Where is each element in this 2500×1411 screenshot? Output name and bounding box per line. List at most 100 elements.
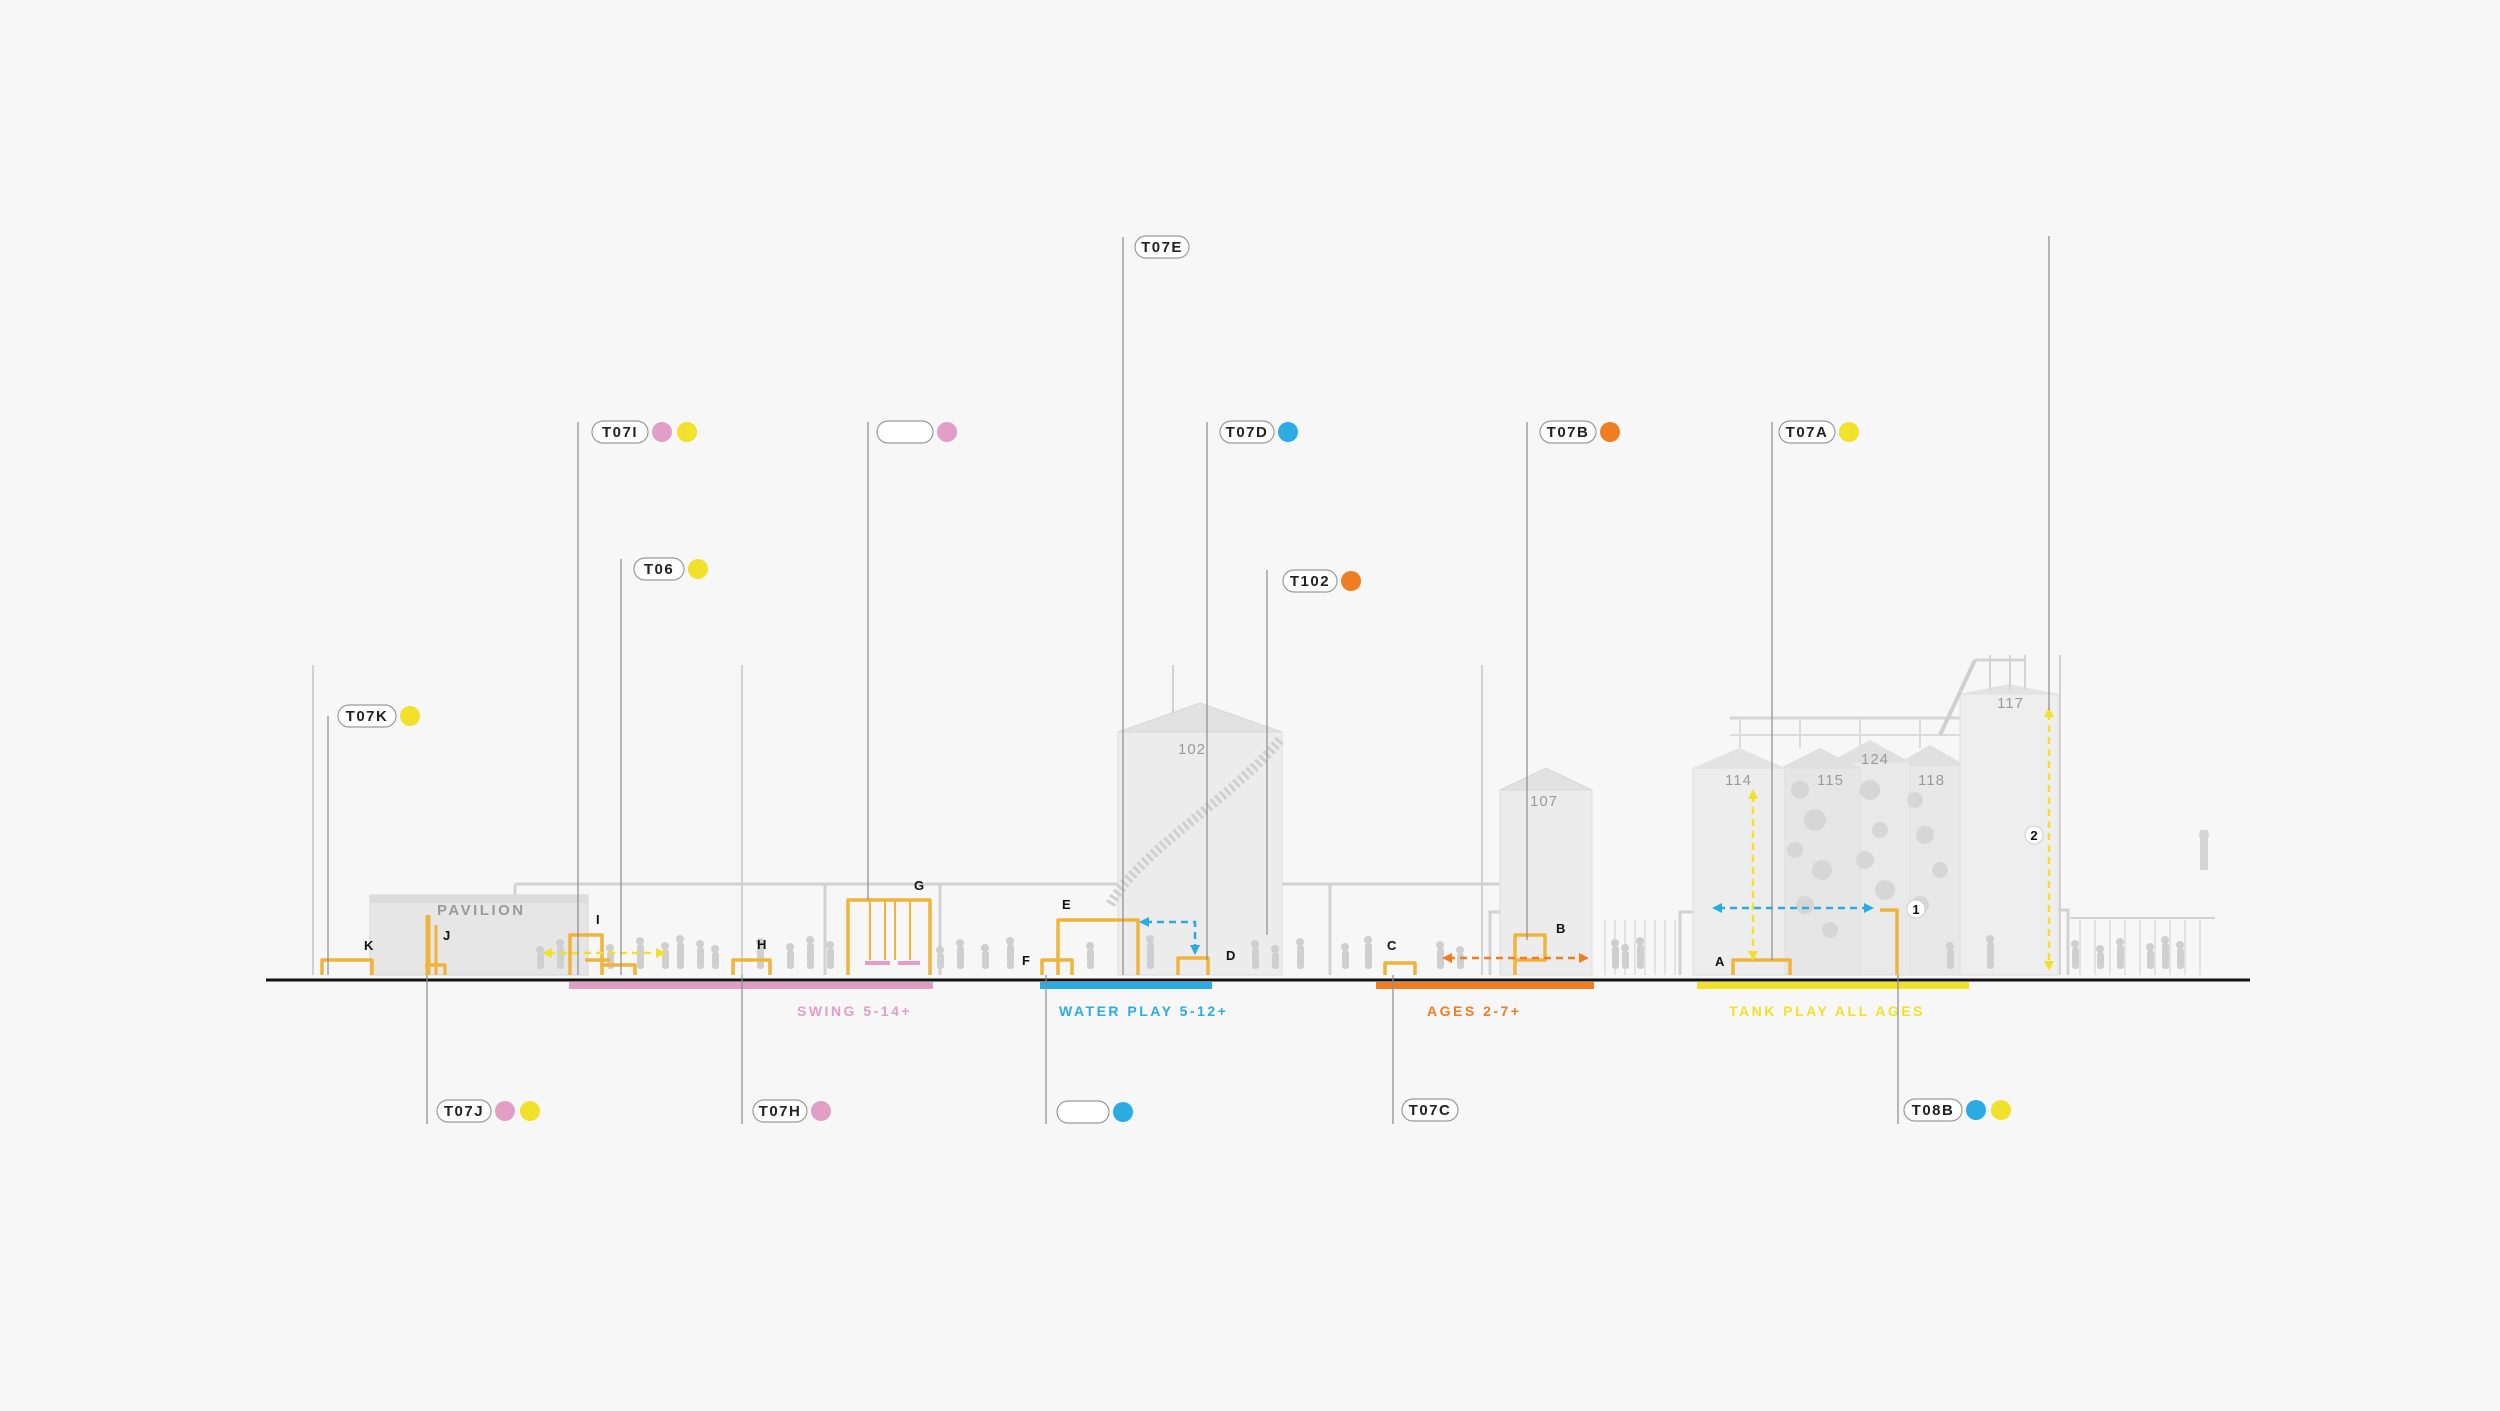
person-head [2071, 940, 2079, 948]
person-head [636, 937, 644, 945]
tag-callouts: T07K T07I T06 T07E T07D T102 T07B T07A T07J T07H T… [337, 235, 2011, 1124]
tag-label: T08B [1912, 1102, 1955, 1119]
letter-j: J [443, 928, 450, 943]
color-dot-pink [652, 422, 672, 442]
person-head [676, 935, 684, 943]
zone-bar-swing [569, 982, 933, 989]
person-head [981, 944, 989, 952]
color-dot-blue [1278, 422, 1298, 442]
person-head [806, 936, 814, 944]
far-right-figure [2199, 830, 2209, 870]
person-head [786, 943, 794, 951]
person-figure [2162, 943, 2169, 969]
tag-label: T07J [444, 1103, 484, 1120]
zone-label-water-play: WATER PLAY 5-12+ [1059, 1003, 1228, 1019]
person-head [661, 942, 669, 950]
tag-t07d: T07D [1219, 420, 1298, 444]
person-head [1296, 938, 1304, 946]
tag-t07j: T07J [436, 1099, 540, 1123]
tag-t07c: T07C [1401, 1098, 1459, 1122]
equipment-b [1513, 933, 1547, 975]
color-dot-yellow [688, 559, 708, 579]
color-dot-orange [1600, 422, 1620, 442]
person-figure [827, 948, 834, 969]
tag-t07e: T07E [1134, 235, 1190, 259]
letter-labels: A B C D E F G H I J K [364, 878, 1725, 969]
person-figure [2072, 947, 2079, 969]
tank-number-117: 117 [1997, 695, 2024, 712]
tank-number-114: 114 [1725, 772, 1752, 789]
person-head [936, 946, 944, 954]
zone-bar-water-play [1040, 982, 1212, 989]
tank-number-102: 102 [1178, 741, 1206, 758]
person-head [1986, 935, 1994, 943]
person-figure [1947, 949, 1954, 969]
person-head [756, 938, 764, 946]
tag-t08b: T08B [1903, 1098, 2011, 1122]
zone-label-swing: SWING 5-14+ [797, 1003, 912, 1019]
arrow-heads [542, 707, 2054, 971]
marker-2: 2 [2030, 828, 2037, 843]
tag-label: T07K [346, 708, 389, 725]
zone-label-tank-play: TANK PLAY ALL AGES [1729, 1003, 1925, 1019]
letter-i: I [596, 912, 600, 927]
person-figure [1297, 945, 1304, 969]
person-figure [1342, 950, 1349, 969]
tank-102: 102 [1105, 702, 1284, 976]
person-figure [712, 952, 719, 969]
people-silhouettes [536, 935, 2184, 969]
person-figure [957, 946, 964, 969]
color-dot-pink [495, 1101, 515, 1121]
person-head [606, 944, 614, 952]
tag-t07h: T07H [752, 1099, 831, 1123]
color-dot-yellow [677, 422, 697, 442]
person-head [1611, 939, 1619, 947]
person-head [1946, 942, 1954, 950]
tag-label: T07I [602, 424, 638, 441]
person-figure [637, 944, 644, 969]
tag-blank-bottom [1056, 1100, 1133, 1124]
pavilion-label: PAVILION [437, 902, 526, 919]
equipment-h [731, 958, 772, 975]
equipment-k [320, 958, 374, 975]
person-head [956, 939, 964, 947]
letter-h: H [757, 937, 766, 952]
person-figure [2097, 952, 2104, 969]
person-figure [537, 953, 544, 969]
person-figure [1437, 948, 1444, 969]
tag-t07b: T07B [1539, 420, 1620, 444]
person-figure [1272, 952, 1279, 969]
tag-t07a: T07A [1778, 420, 1859, 444]
letter-d: D [1226, 948, 1235, 963]
person-figure [677, 942, 684, 969]
zone-labels: SWING 5-14+ WATER PLAY 5-12+ AGES 2-7+ T… [797, 1003, 1925, 1019]
tag-t102: T102 [1282, 569, 1361, 593]
person-head [536, 946, 544, 954]
person-figure [937, 953, 944, 969]
color-dot-blue [1113, 1102, 1133, 1122]
zone-label-ages: AGES 2-7+ [1427, 1003, 1521, 1019]
equipment-c [1383, 961, 1417, 975]
person-figure [757, 945, 764, 969]
person-head [696, 940, 704, 948]
zone-bar-tank-play [1697, 982, 1969, 989]
person-figure [1612, 946, 1619, 969]
color-dot-yellow [400, 706, 420, 726]
leader-lines [327, 236, 2050, 1124]
person-figure [1987, 942, 1994, 969]
equipment-d [1176, 956, 1210, 975]
equipment-i [568, 933, 604, 975]
person-figure [697, 947, 704, 969]
person-head [1364, 936, 1372, 944]
equipment-tank-frame [1880, 908, 1899, 975]
zone-bars [569, 982, 1969, 989]
person-figure [787, 950, 794, 969]
tag-label: T07H [759, 1103, 802, 1120]
tag-t06: T06 [633, 557, 708, 581]
letter-c: C [1387, 938, 1397, 953]
person-head [1456, 946, 1464, 954]
person-head [1636, 937, 1644, 945]
equipment-a [1731, 958, 1792, 975]
person-figure [1087, 949, 1094, 969]
